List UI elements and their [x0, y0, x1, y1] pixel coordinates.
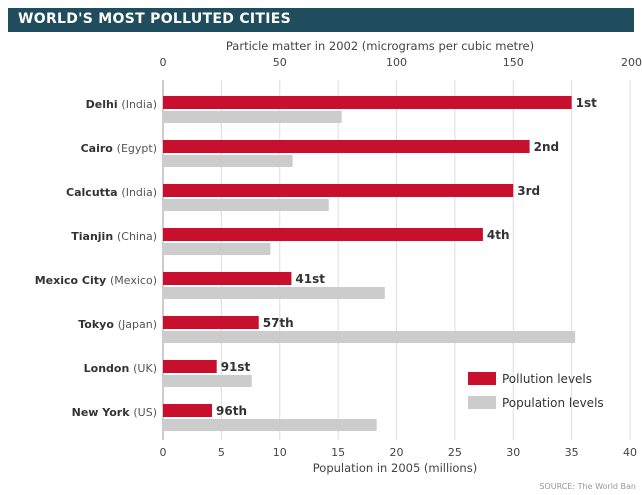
city-name: Cairo: [81, 142, 117, 155]
city-name: New York: [72, 406, 134, 419]
source-note: SOURCE: The World Ban: [539, 482, 636, 491]
top-tick-label: 0: [160, 56, 167, 69]
rank-label: 41st: [295, 272, 325, 286]
category-label: Tokyo (Japan): [78, 318, 157, 331]
rank-label: 4th: [487, 228, 510, 242]
bars: 1st 2nd 3rd 4th 41st 57th 91st 96th: [163, 96, 597, 431]
top-tick-label: 200: [621, 56, 642, 69]
rank-label: 96th: [216, 404, 247, 418]
legend-label-population: Population levels: [502, 396, 604, 410]
pollution-bar: [163, 404, 213, 417]
bottom-axis-ticks: 0 5 10 15 20 25 30 35 40: [160, 446, 638, 459]
population-bar: [163, 419, 377, 431]
population-bar: [163, 111, 342, 123]
city-name: London: [84, 362, 134, 375]
city-name: Tokyo: [78, 318, 117, 331]
pollution-bar: [163, 272, 292, 285]
country-name: (UK): [133, 362, 157, 375]
bottom-tick-label: 40: [623, 446, 637, 459]
top-tick-label: 100: [386, 56, 407, 69]
rank-label: 1st: [576, 96, 597, 110]
rank-label: 91st: [221, 360, 251, 374]
country-name: (China): [117, 230, 157, 243]
bottom-tick-label: 20: [390, 446, 404, 459]
city-name: Calcutta: [66, 186, 121, 199]
population-bar: [163, 331, 576, 343]
pollution-bar: [163, 140, 530, 153]
population-bar: [163, 155, 293, 167]
population-bar: [163, 199, 329, 211]
bottom-tick-label: 35: [565, 446, 579, 459]
category-labels: Delhi (India) Cairo (Egypt) Calcutta (Indi…: [35, 98, 157, 419]
top-axis-title: Particle matter in 2002 (micrograms per …: [226, 39, 534, 53]
pollution-bar: [163, 360, 217, 373]
pollution-bar: [163, 316, 259, 329]
country-name: (Mexico): [110, 274, 157, 287]
category-label: Delhi (India): [86, 98, 157, 111]
title-banner: WORLD'S MOST POLLUTED CITIES: [8, 8, 634, 32]
legend-swatch-population: [468, 396, 496, 409]
country-name: (US): [133, 406, 157, 419]
country-name: (Japan): [118, 318, 157, 331]
city-name: Tianjin: [71, 230, 117, 243]
top-tick-label: 50: [273, 56, 287, 69]
bottom-tick-label: 25: [448, 446, 462, 459]
category-label: New York (US): [72, 406, 157, 419]
pollution-bar: [163, 228, 483, 241]
rank-label: 57th: [263, 316, 294, 330]
population-bar: [163, 243, 271, 255]
chart-title: WORLD'S MOST POLLUTED CITIES: [18, 11, 292, 27]
country-name: (Egypt): [117, 142, 157, 155]
bottom-axis-title: Population in 2005 (millions): [313, 461, 477, 475]
pollution-bar: [163, 96, 572, 109]
category-label: Mexico City (Mexico): [35, 274, 157, 287]
population-bar: [163, 375, 252, 387]
category-label: London (UK): [84, 362, 157, 375]
top-axis-ticks: 0 50 100 150 200: [160, 56, 642, 69]
bottom-tick-label: 30: [506, 446, 520, 459]
pollution-bar: [163, 184, 514, 197]
city-name: Delhi: [86, 98, 122, 111]
rank-label: 3rd: [517, 184, 540, 198]
category-label: Tianjin (China): [71, 230, 157, 243]
bottom-tick-label: 0: [160, 446, 167, 459]
country-name: (India): [121, 98, 157, 111]
legend-label-pollution: Pollution levels: [502, 372, 592, 386]
category-label: Calcutta (India): [66, 186, 157, 199]
bottom-tick-label: 10: [273, 446, 287, 459]
legend-swatch-pollution: [468, 372, 496, 385]
bottom-tick-label: 5: [218, 446, 225, 459]
legend: Pollution levels Population levels: [468, 372, 604, 410]
category-label: Cairo (Egypt): [81, 142, 157, 155]
country-name: (India): [121, 186, 157, 199]
rank-label: 2nd: [534, 140, 559, 154]
population-bar: [163, 287, 385, 299]
city-name: Mexico City: [35, 274, 110, 287]
top-tick-label: 150: [503, 56, 524, 69]
bottom-tick-label: 15: [331, 446, 345, 459]
